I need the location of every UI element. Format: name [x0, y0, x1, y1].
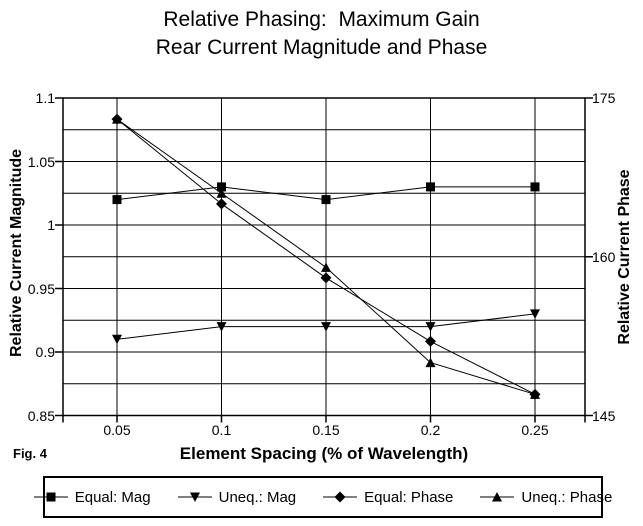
triangle-down-marker-icon	[177, 492, 212, 502]
legend-label: Uneq.: Mag	[218, 488, 297, 506]
legend-item-equal-mag: Equal: Mag	[33, 488, 151, 506]
y-right-tick-label: 145	[592, 407, 616, 424]
x-tick-label: 0.1	[211, 421, 232, 438]
series-equal-mag	[112, 182, 540, 205]
x-tick-label: 0.2	[420, 421, 441, 438]
x-tick-label: 0.15	[312, 421, 340, 438]
legend-label: Equal: Phase	[364, 488, 454, 506]
y-right-tick-label: 175	[592, 90, 616, 106]
legend-item-equal-phase: Equal: Phase	[323, 489, 453, 506]
y-right-tick-label: 160	[592, 248, 616, 265]
axis-ticks	[55, 97, 593, 423]
x-tick-label: 0.05	[103, 421, 131, 438]
y-left-tick-label: 1.1	[35, 90, 55, 106]
square-marker-icon	[33, 492, 68, 502]
legend-label: Equal: Mag	[74, 488, 151, 506]
x-axis-title: Element Spacing (% of Wavelength)	[179, 444, 469, 463]
diamond-marker-icon	[323, 491, 358, 503]
y-left-tick-label: 1	[47, 217, 55, 233]
chart-title: Relative Phasing: Maximum Gain Rear Curre…	[0, 6, 643, 62]
x-tick-label: 0.25	[521, 421, 549, 438]
legend-box: Equal: Mag Uneq.: Mag Equal: Phase Uneq.: P…	[33, 476, 612, 518]
legend-item-uneq-phase: Uneq.: Phase	[480, 489, 612, 506]
triangle-up-marker-icon	[480, 492, 515, 502]
y-left-tick-label: 0.85	[27, 407, 55, 424]
gridlines	[63, 97, 585, 416]
legend-label: Uneq.: Phase	[521, 488, 613, 506]
series-uneq-phase	[112, 114, 540, 399]
figure-number: Fig. 4	[13, 446, 47, 461]
chart-title-line2: Rear Current Magnitude and Phase	[155, 36, 488, 59]
chart-title-line1: Relative Phasing: Maximum Gain	[163, 8, 480, 31]
y-left-tick-label: 0.95	[27, 280, 55, 297]
legend-item-uneq-mag: Uneq.: Mag	[177, 488, 297, 506]
series-uneq-mag	[112, 309, 540, 345]
y-axis-title-left: Relative Current Magnitude	[8, 148, 25, 357]
y-left-tick-label: 1.05	[27, 153, 55, 170]
y-left-tick-label: 0.9	[35, 344, 55, 360]
